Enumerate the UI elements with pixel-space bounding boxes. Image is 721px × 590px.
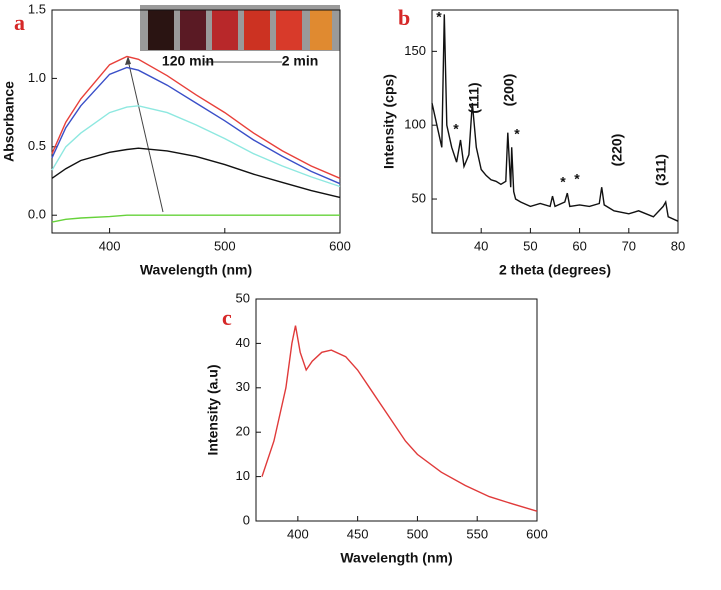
data-line (51, 105, 341, 188)
x-tick-label: 80 (671, 238, 685, 253)
y-tick-label: 1.5 (28, 1, 46, 16)
data-line (51, 55, 341, 179)
annotation: * (514, 126, 520, 142)
panel-label: b (398, 5, 410, 30)
annotation: (220) (609, 134, 625, 167)
x-tick-label: 400 (99, 238, 121, 253)
x-tick-label: 550 (466, 526, 488, 541)
inset-photo (140, 5, 340, 51)
data-line (51, 66, 341, 185)
annotation: 120 min (162, 53, 214, 69)
annotation: * (574, 171, 580, 187)
x-tick-label: 600 (329, 238, 351, 253)
plot-frame (255, 298, 538, 522)
y-axis-label: Absorbance (1, 81, 17, 162)
data-line (51, 147, 341, 199)
y-tick-label: 0.0 (28, 207, 46, 222)
data-line (261, 325, 538, 512)
y-axis-label: Intensity (a.u) (205, 364, 221, 455)
x-axis-label: 2 theta (degrees) (499, 262, 611, 278)
y-axis-label: Intensity (cps) (381, 74, 397, 169)
data-line (431, 14, 679, 222)
x-tick-label: 450 (347, 526, 369, 541)
arrow-head (125, 56, 131, 65)
x-axis-label: Wavelength (nm) (140, 262, 252, 278)
panel-label: c (222, 305, 232, 330)
y-tick-label: 0.5 (28, 138, 46, 153)
y-tick-label: 10 (236, 468, 250, 483)
y-tick-label: 150 (404, 43, 426, 58)
x-tick-label: 50 (523, 238, 537, 253)
data-line (51, 214, 340, 223)
y-tick-label: 1.0 (28, 70, 46, 85)
annotation: (311) (653, 154, 669, 186)
annotation: * (560, 174, 566, 190)
annotation: 2 min (282, 53, 319, 69)
y-tick-label: 50 (236, 290, 250, 305)
annotation: (111) (466, 82, 482, 113)
x-tick-label: 400 (287, 526, 309, 541)
x-tick-label: 70 (622, 238, 636, 253)
annotation: * (453, 121, 459, 137)
x-tick-label: 600 (526, 526, 548, 541)
y-tick-label: 0 (243, 512, 250, 527)
shift-arrow (127, 59, 164, 213)
y-tick-label: 30 (236, 379, 250, 394)
y-tick-label: 50 (412, 190, 426, 205)
x-tick-label: 500 (407, 526, 429, 541)
y-tick-label: 40 (236, 335, 250, 350)
panel-label: a (14, 10, 25, 35)
x-axis-label: Wavelength (nm) (340, 550, 452, 566)
y-tick-label: 20 (236, 424, 250, 439)
x-tick-label: 40 (474, 238, 488, 253)
x-tick-label: 500 (214, 238, 236, 253)
plot-frame (51, 9, 341, 234)
annotation: * (436, 9, 442, 25)
plot-frame (431, 9, 679, 234)
y-tick-label: 100 (404, 117, 426, 132)
annotation: (200) (501, 74, 517, 107)
x-tick-label: 60 (572, 238, 586, 253)
